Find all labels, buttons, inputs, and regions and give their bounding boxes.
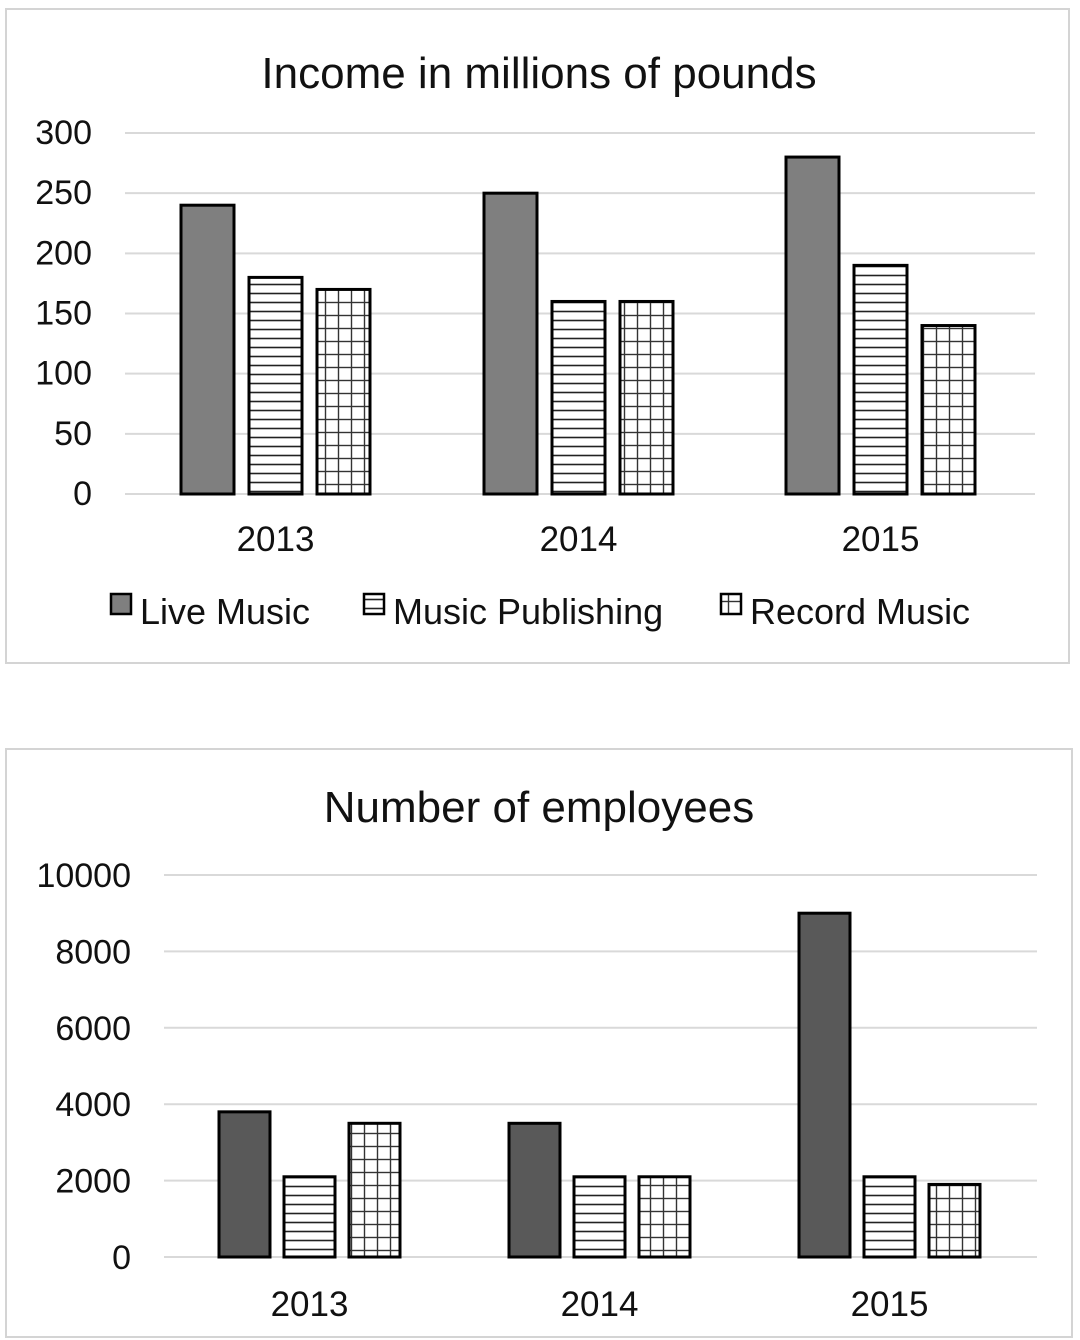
bar bbox=[247, 275, 304, 496]
bar bbox=[862, 1175, 917, 1259]
x-category-label: 2013 bbox=[237, 520, 315, 559]
employees-chart: Number of employees 0 2000 4000 6000 8000 100… bbox=[36, 783, 1037, 1324]
bar bbox=[920, 324, 977, 496]
bar bbox=[852, 263, 909, 496]
income-chart: Income in millions of pounds 0 50 100 150 20… bbox=[35, 49, 1035, 632]
bar bbox=[347, 1121, 402, 1259]
y-tick-label: 0 bbox=[73, 475, 92, 513]
y-tick-label: 250 bbox=[35, 174, 92, 212]
bar bbox=[179, 203, 236, 496]
bar bbox=[507, 1121, 562, 1259]
bar bbox=[572, 1175, 627, 1259]
y-tick-label: 100 bbox=[35, 355, 92, 393]
y-tick-label: 6000 bbox=[55, 1010, 131, 1048]
bar bbox=[217, 1110, 272, 1259]
x-category-label: 2014 bbox=[561, 1285, 639, 1324]
y-tick-label: 150 bbox=[35, 295, 92, 333]
y-tick-label: 0 bbox=[112, 1239, 131, 1277]
legend-swatch bbox=[109, 592, 133, 616]
legend-label: Record Music bbox=[750, 591, 970, 632]
legend-swatch bbox=[362, 592, 386, 616]
y-tick-label: 300 bbox=[35, 114, 92, 152]
chart-title: Number of employees bbox=[324, 783, 754, 832]
x-category-label: 2013 bbox=[271, 1285, 349, 1324]
bar bbox=[927, 1182, 982, 1259]
x-category-label: 2015 bbox=[851, 1285, 929, 1324]
bar bbox=[618, 299, 675, 496]
bar bbox=[315, 287, 372, 496]
legend-swatch bbox=[719, 592, 743, 616]
legend-label: Live Music bbox=[140, 591, 310, 632]
bar bbox=[550, 299, 607, 496]
y-tick-label: 50 bbox=[54, 415, 92, 453]
income-chart-panel: Income in millions of pounds 0 50 100 150 20… bbox=[5, 8, 1070, 664]
x-category-label: 2015 bbox=[842, 520, 920, 559]
y-tick-label: 8000 bbox=[55, 933, 131, 971]
employees-chart-panel: Number of employees 0 2000 4000 6000 8000 100… bbox=[5, 748, 1073, 1338]
chart-title: Income in millions of pounds bbox=[261, 49, 816, 98]
y-tick-label: 2000 bbox=[55, 1163, 131, 1201]
bar bbox=[282, 1175, 337, 1259]
y-tick-label: 4000 bbox=[55, 1086, 131, 1124]
bar bbox=[482, 191, 539, 496]
bar bbox=[797, 911, 852, 1259]
bar bbox=[784, 155, 841, 496]
y-tick-label: 200 bbox=[35, 234, 92, 272]
legend-label: Music Publishing bbox=[393, 591, 663, 632]
x-category-label: 2014 bbox=[540, 520, 618, 559]
y-tick-label: 10000 bbox=[36, 857, 131, 895]
bar bbox=[637, 1175, 692, 1259]
